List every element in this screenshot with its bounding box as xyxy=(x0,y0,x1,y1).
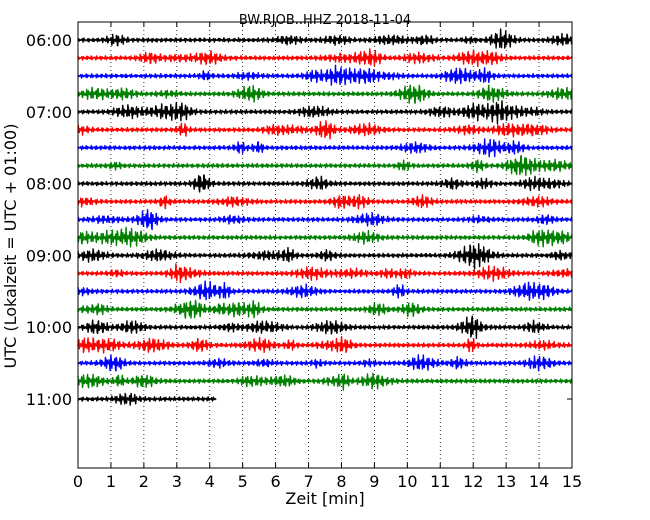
seismic-trace xyxy=(77,120,573,140)
seismic-trace xyxy=(77,194,573,210)
x-axis: 0 1 2 3 4 5 6 7 8 9 10 11 12 13 14 15 xyxy=(73,22,582,491)
plot-frame xyxy=(77,21,573,469)
x-tick-label: 3 xyxy=(172,472,182,491)
x-tick-label: 10 xyxy=(397,472,417,491)
seismic-trace xyxy=(77,208,573,231)
x-tick-label: 2 xyxy=(139,472,149,491)
x-tick-label: 0 xyxy=(73,472,83,491)
y-axis: 06:00 07:00 08:00 09:00 10:00 11:00 xyxy=(26,31,572,409)
seismic-trace xyxy=(77,100,573,125)
x-tick-label: 14 xyxy=(529,472,549,491)
seismic-trace xyxy=(77,154,573,177)
trace-group xyxy=(77,28,573,406)
x-tick-label: 5 xyxy=(238,472,248,491)
grid-lines xyxy=(110,22,540,468)
x-tick-label: 9 xyxy=(369,472,379,491)
seismic-trace xyxy=(77,48,573,68)
x-tick-label: 11 xyxy=(430,472,450,491)
seismic-trace xyxy=(77,138,573,158)
y-tick-label: 10:00 xyxy=(26,318,72,337)
y-tick-label: 11:00 xyxy=(26,390,72,409)
x-tick-label: 6 xyxy=(271,472,281,491)
seismic-trace xyxy=(77,336,573,354)
seismic-trace xyxy=(77,299,573,319)
seismic-trace xyxy=(77,84,573,104)
seismic-trace xyxy=(77,28,573,49)
x-tick-label: 1 xyxy=(106,472,116,491)
y-tick-label: 09:00 xyxy=(26,246,72,265)
seismic-trace xyxy=(77,315,573,339)
x-tick-label: 7 xyxy=(303,472,313,491)
seismic-trace xyxy=(77,174,573,193)
seismic-trace xyxy=(77,243,573,270)
y-axis-label: UTC (Lokalzeit = UTC + 01:00) xyxy=(1,124,20,369)
seismic-trace xyxy=(77,263,573,284)
y-tick-label: 08:00 xyxy=(26,175,72,194)
x-tick-label: 4 xyxy=(205,472,215,491)
seismic-trace xyxy=(77,372,573,391)
x-tick-label: 15 xyxy=(562,472,582,491)
seismic-trace xyxy=(77,64,573,86)
seismic-trace xyxy=(77,226,573,248)
y-tick-label: 07:00 xyxy=(26,103,72,122)
seismic-trace xyxy=(77,392,217,406)
seismic-trace xyxy=(77,354,573,372)
x-tick-label: 13 xyxy=(496,472,516,491)
seismic-trace xyxy=(77,280,573,301)
y-tick-label: 06:00 xyxy=(26,31,72,50)
x-axis-label: Zeit [min] xyxy=(285,489,364,508)
chart-title: BW.RJOB..HHZ 2018-11-04 xyxy=(239,13,411,28)
x-tick-label: 12 xyxy=(463,472,483,491)
x-tick-label: 8 xyxy=(336,472,346,491)
